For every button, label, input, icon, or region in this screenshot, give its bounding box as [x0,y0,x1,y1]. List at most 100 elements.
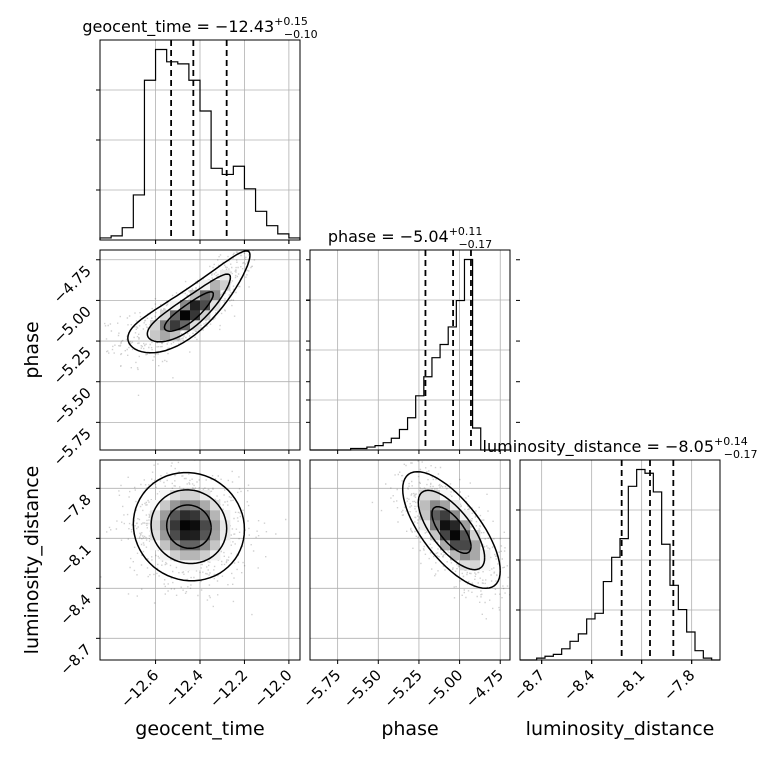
scatter-panel-phase-luminosity_distance [309,459,511,661]
density-cell [180,490,191,501]
density-cell [200,550,211,561]
histogram-step-geocent_time [99,48,301,240]
y-tick-label: −5.50 [50,384,95,429]
x-tick-label: −5.50 [340,666,385,711]
panel-content [100,460,287,616]
density-cell [170,530,181,541]
x-tick-label: −12.6 [117,666,162,711]
density-cell [190,530,201,541]
title-minus: −0.17 [724,448,758,461]
contour-0 [431,505,472,555]
density-cell [190,540,201,551]
density-cell [440,500,451,511]
density-cell [430,530,441,541]
panel-content [371,460,510,620]
scatter-points [104,250,256,396]
density-cell [170,500,181,511]
x-tick-label: −12.2 [206,666,251,711]
density-cell [170,520,181,531]
density-cell [200,530,211,541]
y-tick-label: −8.7 [56,640,94,678]
contour-2 [127,250,251,354]
title-plus: +0.15 [274,15,308,28]
density-cell [200,300,211,311]
density-cell [150,330,161,341]
density-cell [210,290,221,301]
density-cell [220,530,231,541]
density-cell [450,540,461,551]
density-cell [160,550,171,561]
x-tick-label: −5.75 [299,666,344,711]
density-cell [430,490,441,501]
density-cell [460,530,471,541]
density-cell [430,500,441,511]
density-cell [190,300,201,311]
density-cell [200,540,211,551]
density-cell [190,490,201,501]
density-cell [220,510,231,521]
title-minus: −0.17 [458,238,492,251]
density-cell [220,540,231,551]
density-cell [160,520,171,531]
density-cell [160,330,171,341]
x-axis-label-geocent_time: geocent_time [135,718,264,740]
density-cell [180,520,191,531]
histogram-panel-phase: phase = −5.04+0.11 −0.17 [306,225,511,454]
density-cell [200,510,211,521]
density-cell [440,510,451,521]
x-tick-label: −5.00 [421,666,466,711]
density-cell [170,320,181,331]
density-cell [190,290,201,301]
density-cell [430,510,441,521]
contour-2 [401,470,501,590]
contour-0 [163,291,215,332]
density-cell [210,510,221,521]
y-tick-label: −7.8 [56,490,94,528]
density-cell [440,530,451,541]
density-cell [460,550,471,561]
density-cell [470,560,481,571]
title-minus: −0.10 [284,28,318,41]
density-cell [140,330,151,341]
density-cell [200,500,211,511]
density-cell [460,520,471,531]
density-cell [420,500,431,511]
title-plus: +0.14 [714,435,748,448]
scatter-panel-geocent_time-luminosity_distance [99,459,301,661]
density-cell [450,550,461,561]
density-cell [190,550,201,561]
x-tick-label: −8.7 [510,666,548,704]
density-cell [460,540,471,551]
density-cell [190,510,201,521]
density-cell [180,550,191,561]
density-cell [420,490,431,501]
density-cell [150,320,161,331]
density-cell [190,560,201,571]
title-plus: +0.11 [449,225,483,238]
density-cell [210,540,221,551]
x-tick-label: −12.0 [250,666,295,711]
density-cell [150,520,161,531]
density-cell [180,510,191,521]
histogram-panel-geocent_time: geocent_time = −12.43+0.15 −0.10 [82,15,318,244]
histogram-panel-luminosity_distance: luminosity_distance = −8.05+0.14 −0.17 [483,435,758,664]
density-cell [210,530,221,541]
density-cell [150,540,161,551]
x-tick-label: −12.4 [162,666,207,711]
density-cell [160,500,171,511]
density-cell [160,310,171,321]
density-cell [210,500,221,511]
density-cell [150,510,161,521]
density-cell [480,560,491,571]
density-cell [170,490,181,501]
y-tick-label: −4.75 [50,262,95,307]
y-tick-label: −5.75 [50,424,95,469]
x-tick-label: −4.75 [462,666,507,711]
title-base: geocent_time = −12.43 [82,17,274,37]
density-cell [220,520,231,531]
density-cell [190,320,201,331]
density-cell [450,530,461,541]
density-cell [470,540,481,551]
density-cell [190,500,201,511]
